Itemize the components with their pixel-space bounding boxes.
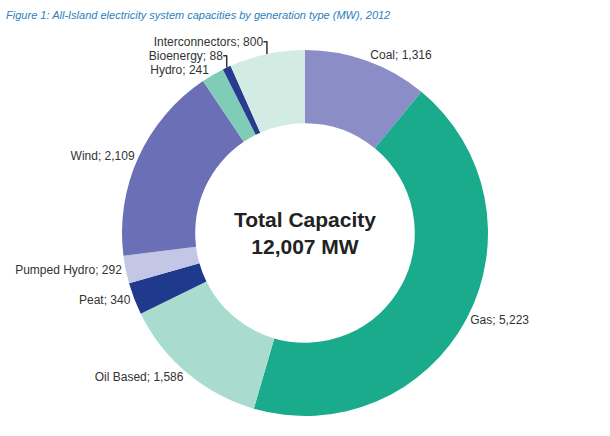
svg-text:Wind; 2,109: Wind; 2,109 [71,149,135,163]
svg-text:Coal; 1,316: Coal; 1,316 [370,48,432,62]
svg-text:Interconnectors; 800: Interconnectors; 800 [154,35,264,49]
svg-text:Pumped Hydro; 292: Pumped Hydro; 292 [15,263,122,277]
svg-text:Oil Based; 1,586: Oil Based; 1,586 [95,370,184,384]
svg-text:Peat; 340: Peat; 340 [79,293,131,307]
svg-text:Total Capacity12,007 MW: Total Capacity12,007 MW [234,208,376,258]
svg-text:Hydro; 241: Hydro; 241 [150,63,209,77]
svg-text:Bioenergy; 88: Bioenergy; 88 [149,49,223,63]
svg-text:Gas; 5,223: Gas; 5,223 [470,313,529,327]
svg-text:Figure 1: All-Island electrici: Figure 1: All-Island electricity system … [6,9,390,21]
